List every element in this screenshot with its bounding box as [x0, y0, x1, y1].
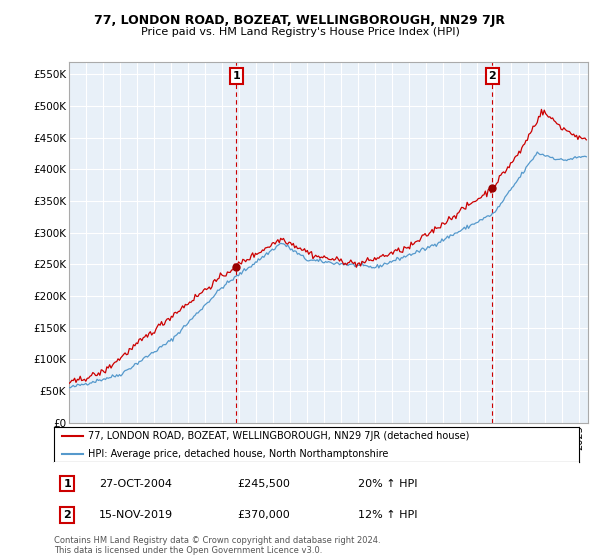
Text: 77, LONDON ROAD, BOZEAT, WELLINGBOROUGH, NN29 7JR: 77, LONDON ROAD, BOZEAT, WELLINGBOROUGH,… — [95, 14, 505, 27]
Text: 1: 1 — [232, 71, 240, 81]
Text: 15-NOV-2019: 15-NOV-2019 — [98, 510, 173, 520]
Text: 12% ↑ HPI: 12% ↑ HPI — [359, 510, 418, 520]
Text: 27-OCT-2004: 27-OCT-2004 — [98, 479, 172, 488]
Text: 2: 2 — [488, 71, 496, 81]
Text: Contains HM Land Registry data © Crown copyright and database right 2024.
This d: Contains HM Land Registry data © Crown c… — [54, 536, 380, 555]
Text: HPI: Average price, detached house, North Northamptonshire: HPI: Average price, detached house, Nort… — [88, 449, 389, 459]
Text: Price paid vs. HM Land Registry's House Price Index (HPI): Price paid vs. HM Land Registry's House … — [140, 27, 460, 37]
Text: 1: 1 — [63, 479, 71, 488]
Text: £370,000: £370,000 — [238, 510, 290, 520]
Text: £245,500: £245,500 — [238, 479, 290, 488]
Text: 77, LONDON ROAD, BOZEAT, WELLINGBOROUGH, NN29 7JR (detached house): 77, LONDON ROAD, BOZEAT, WELLINGBOROUGH,… — [88, 431, 470, 441]
Text: 20% ↑ HPI: 20% ↑ HPI — [359, 479, 418, 488]
Text: 2: 2 — [63, 510, 71, 520]
